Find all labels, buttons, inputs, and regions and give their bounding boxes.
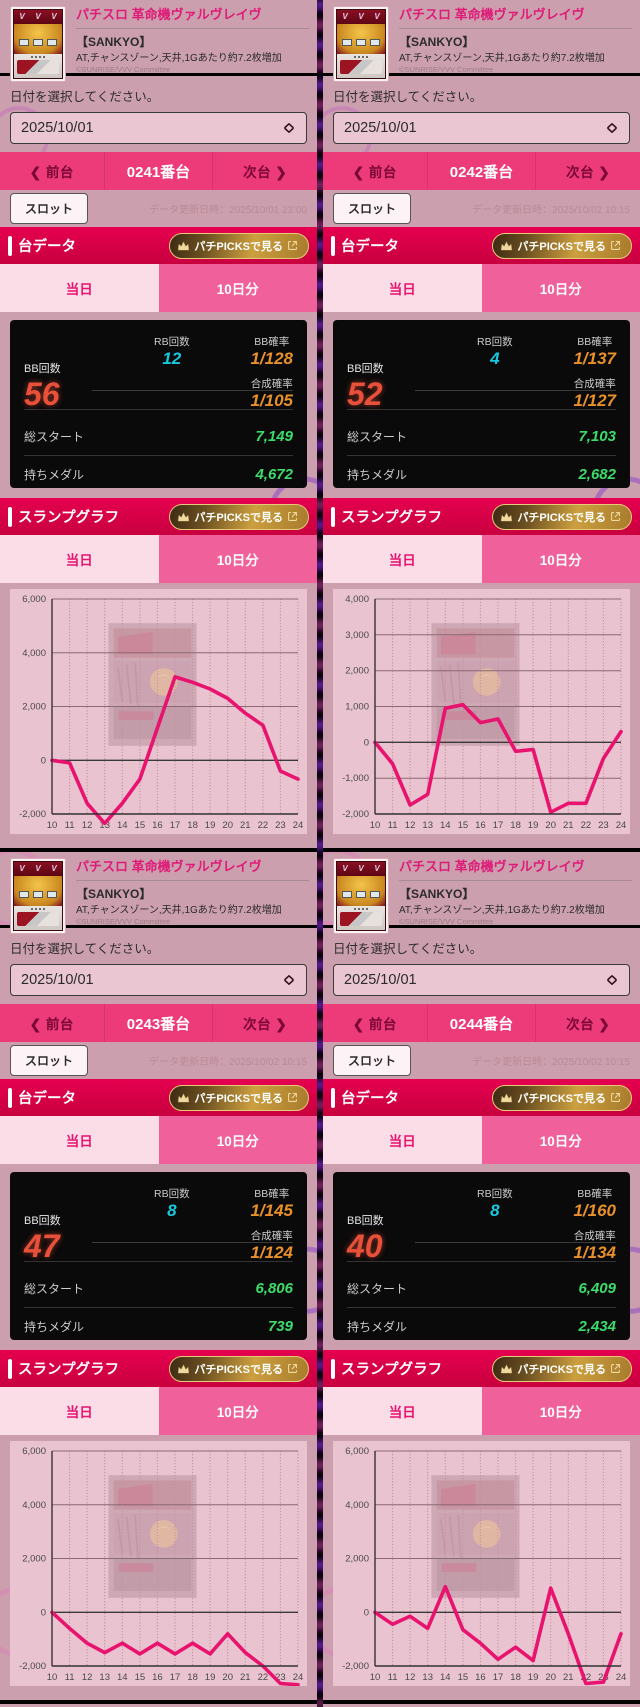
svg-text:19: 19: [528, 1672, 539, 1683]
svg-text:12: 12: [82, 1672, 93, 1683]
svg-text:2,000: 2,000: [345, 1554, 369, 1565]
svg-text:10: 10: [47, 820, 58, 831]
svg-text:17: 17: [170, 1672, 181, 1683]
svg-text:4,000: 4,000: [22, 648, 46, 659]
svg-text:3,000: 3,000: [345, 630, 369, 641]
svg-text:2,000: 2,000: [22, 1554, 46, 1565]
svg-text:18: 18: [510, 1672, 521, 1683]
svg-text:12: 12: [405, 1672, 416, 1683]
svg-text:11: 11: [388, 1672, 398, 1683]
svg-text:11: 11: [65, 1672, 75, 1683]
svg-text:2,000: 2,000: [345, 666, 369, 677]
svg-text:21: 21: [240, 1672, 251, 1683]
svg-text:4,000: 4,000: [345, 594, 369, 605]
svg-text:18: 18: [187, 1672, 198, 1683]
svg-text:21: 21: [563, 820, 574, 831]
svg-text:0: 0: [41, 1607, 46, 1618]
svg-text:14: 14: [117, 820, 128, 831]
svg-text:6,000: 6,000: [22, 594, 46, 605]
svg-text:-2,000: -2,000: [19, 809, 46, 820]
svg-text:21: 21: [240, 820, 251, 831]
svg-text:1,000: 1,000: [345, 702, 369, 713]
svg-text:21: 21: [563, 1672, 574, 1683]
svg-text:14: 14: [117, 1672, 128, 1683]
svg-text:12: 12: [405, 820, 416, 831]
svg-text:22: 22: [258, 1672, 269, 1683]
svg-text:23: 23: [275, 820, 286, 831]
svg-text:0: 0: [364, 1607, 369, 1618]
svg-text:10: 10: [370, 820, 381, 831]
svg-text:10: 10: [370, 1672, 381, 1683]
svg-text:4,000: 4,000: [22, 1500, 46, 1511]
svg-text:17: 17: [493, 820, 504, 831]
svg-text:16: 16: [475, 1672, 486, 1683]
svg-text:-2,000: -2,000: [19, 1661, 46, 1672]
svg-text:10: 10: [47, 1672, 58, 1683]
svg-text:19: 19: [205, 1672, 216, 1683]
svg-text:23: 23: [598, 820, 609, 831]
svg-text:14: 14: [440, 820, 451, 831]
svg-text:16: 16: [152, 1672, 163, 1683]
svg-text:15: 15: [135, 820, 146, 831]
svg-text:20: 20: [545, 1672, 556, 1683]
svg-text:18: 18: [187, 820, 198, 831]
svg-text:13: 13: [422, 820, 433, 831]
svg-text:16: 16: [152, 820, 163, 831]
svg-text:20: 20: [545, 820, 556, 831]
svg-text:14: 14: [440, 1672, 451, 1683]
svg-text:11: 11: [388, 820, 398, 831]
svg-text:0: 0: [364, 737, 369, 748]
svg-text:24: 24: [616, 1672, 627, 1683]
svg-text:13: 13: [422, 1672, 433, 1683]
svg-text:2,000: 2,000: [22, 702, 46, 713]
svg-text:24: 24: [293, 820, 304, 831]
svg-text:-2,000: -2,000: [342, 1661, 369, 1672]
svg-text:24: 24: [616, 820, 627, 831]
svg-text:13: 13: [99, 1672, 110, 1683]
svg-text:17: 17: [170, 820, 181, 831]
svg-text:15: 15: [135, 1672, 146, 1683]
svg-text:15: 15: [458, 1672, 469, 1683]
svg-text:12: 12: [82, 820, 93, 831]
svg-text:11: 11: [65, 820, 75, 831]
svg-text:17: 17: [493, 1672, 504, 1683]
svg-text:-2,000: -2,000: [342, 809, 369, 820]
svg-text:20: 20: [222, 820, 233, 831]
svg-text:19: 19: [205, 820, 216, 831]
svg-text:18: 18: [510, 820, 521, 831]
svg-text:6,000: 6,000: [22, 1446, 46, 1457]
svg-text:6,000: 6,000: [345, 1446, 369, 1457]
svg-text:22: 22: [581, 820, 592, 831]
svg-text:22: 22: [258, 820, 269, 831]
svg-text:4,000: 4,000: [345, 1500, 369, 1511]
svg-text:16: 16: [475, 820, 486, 831]
svg-text:15: 15: [458, 820, 469, 831]
svg-text:20: 20: [222, 1672, 233, 1683]
svg-text:-1,000: -1,000: [342, 773, 369, 784]
svg-text:19: 19: [528, 820, 539, 831]
svg-text:0: 0: [41, 755, 46, 766]
svg-text:24: 24: [293, 1672, 304, 1683]
